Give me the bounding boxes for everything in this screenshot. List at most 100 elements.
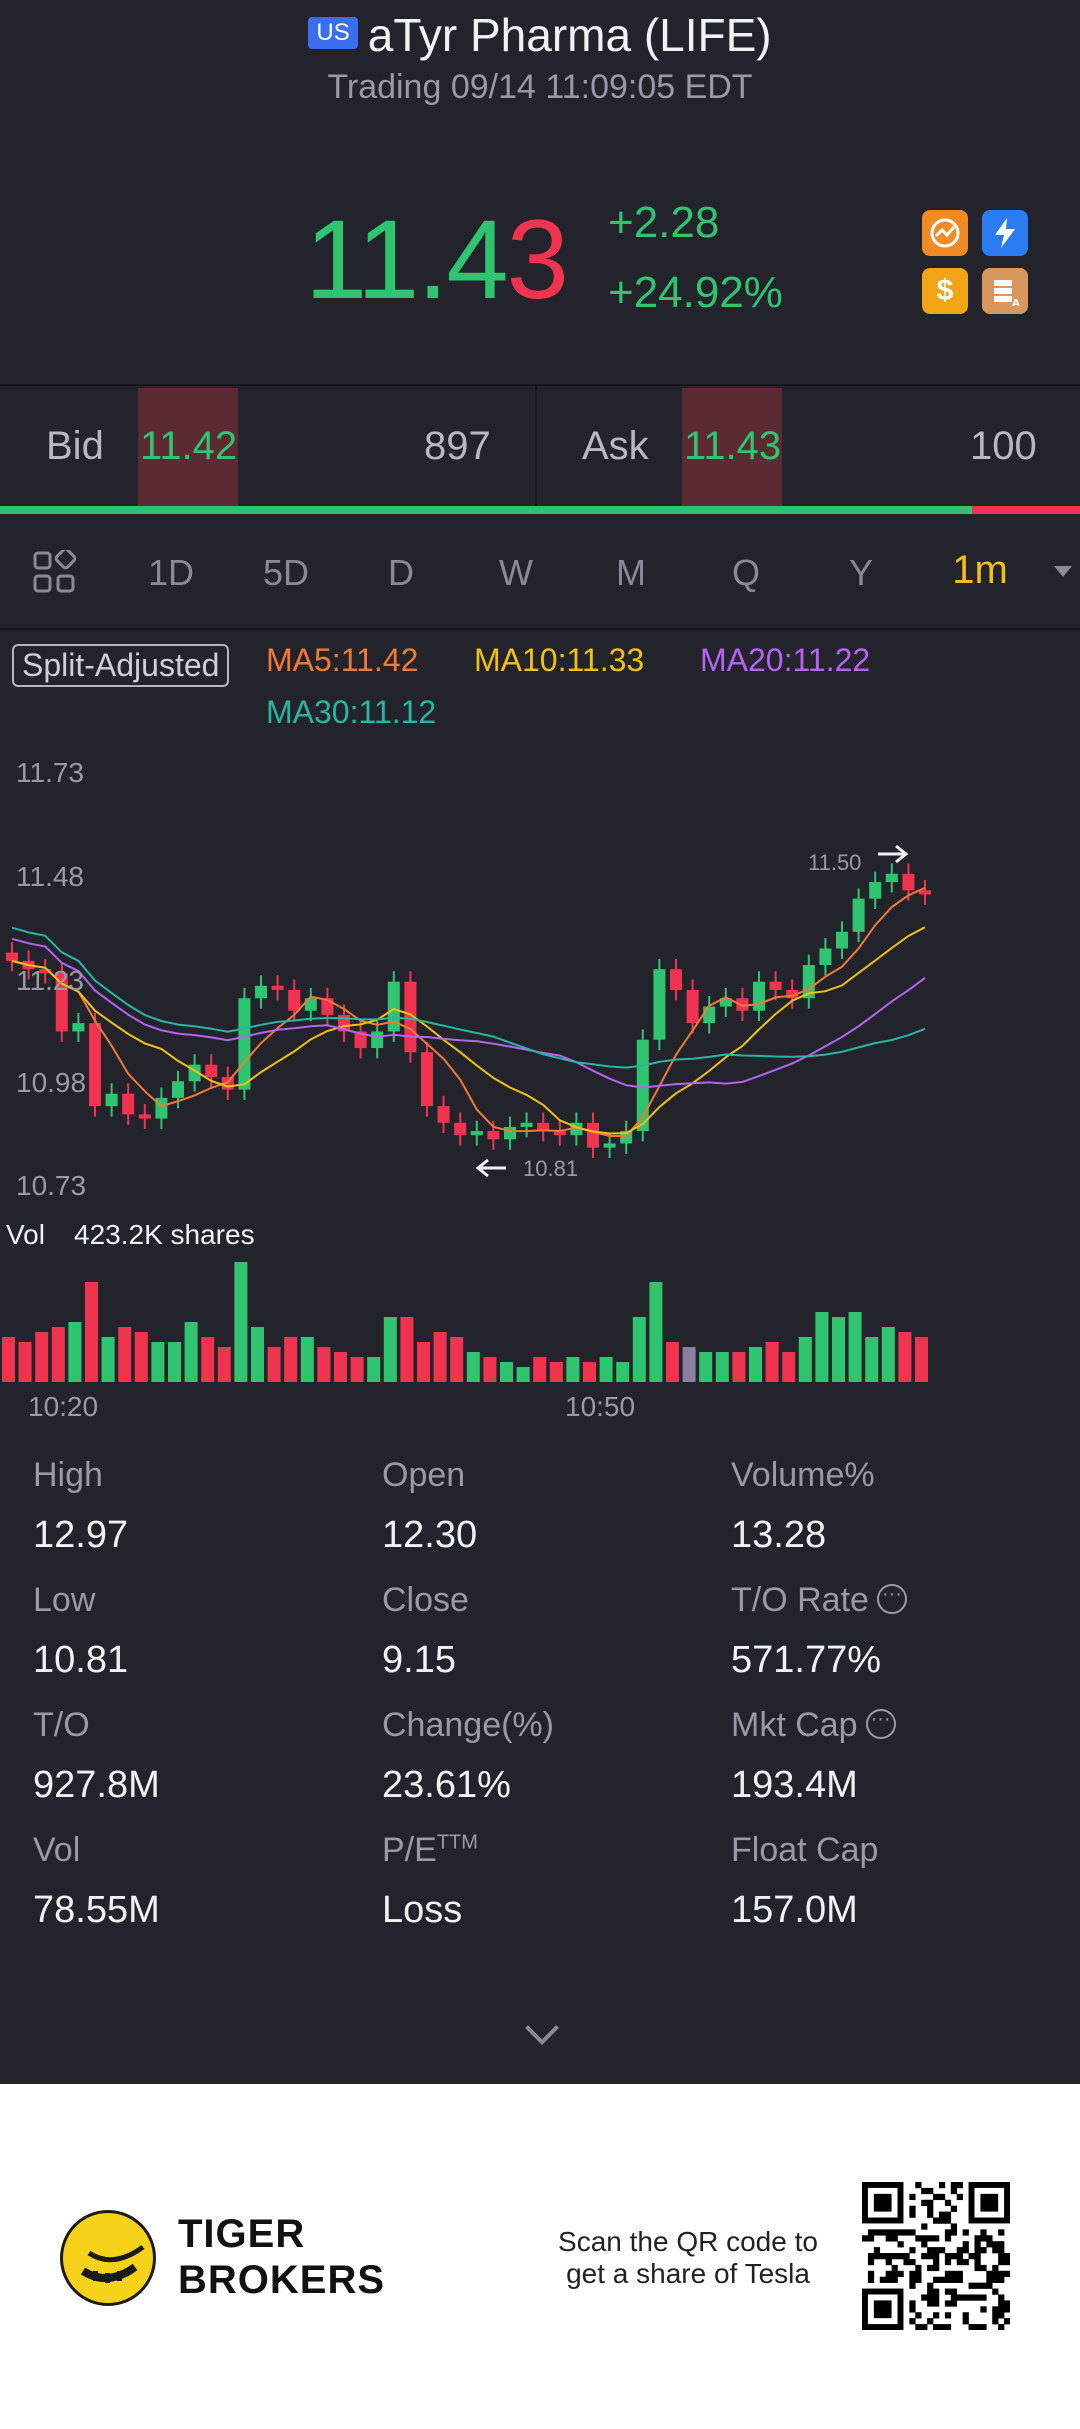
scan-text-line-1: Scan the QR code to: [558, 2226, 818, 2257]
price-main: 11.4: [305, 197, 509, 322]
volume-bar: [699, 1352, 713, 1382]
bid-ask-bar[interactable]: Bid 11.42 897 Ask 11.43 100: [0, 384, 1080, 508]
candle: [520, 1122, 533, 1127]
volume-bar: [682, 1347, 696, 1382]
volume-bar: [666, 1342, 679, 1382]
scan-text-line-2: get a share of Tesla: [566, 2258, 810, 2289]
ask-ratio-bar: [972, 506, 1080, 514]
candle: [39, 969, 52, 974]
stat-value-to: 927.8M: [33, 1764, 160, 1806]
stack-icon[interactable]: A: [982, 268, 1028, 314]
candle: [454, 1122, 467, 1136]
brand-line-2: BROKERS: [178, 2258, 386, 2302]
stat-value-vol: 78.55M: [33, 1889, 160, 1931]
candle: [271, 985, 284, 990]
candle: [719, 998, 732, 1007]
ma10-line: [11, 926, 926, 1135]
qr-code[interactable]: [862, 2182, 1010, 2330]
bid-price: 11.42: [140, 424, 238, 468]
tab-5d[interactable]: 5D: [262, 552, 310, 593]
volume-bar: [400, 1317, 414, 1382]
candle: [238, 998, 251, 1090]
price-last-digit: 3: [506, 197, 569, 322]
candle: [769, 981, 782, 990]
stat-label-close: Close: [382, 1581, 469, 1619]
candle: [603, 1143, 616, 1148]
ask-price: 11.43: [684, 424, 782, 468]
low-marker-label: 10.81: [523, 1156, 578, 1181]
volume-bar: [915, 1337, 928, 1382]
volume-bar: [85, 1282, 98, 1382]
candle: [288, 989, 301, 1011]
candle: [852, 898, 865, 932]
info-icon[interactable]: ···: [876, 1584, 907, 1615]
stat-label-vol: Vol: [33, 1831, 81, 1869]
tab-d[interactable]: D: [388, 552, 414, 593]
price-change: +2.28: [608, 198, 720, 247]
ma30-line: [11, 926, 926, 1069]
market-badge: US: [308, 16, 358, 49]
candlestick-chart[interactable]: 11.73 11.48 11.23 10.98 10.73 10:20 10:5…: [0, 740, 1080, 1420]
candle: [703, 1006, 716, 1024]
expand-chevron-icon[interactable]: [525, 2011, 559, 2045]
candle: [404, 981, 417, 1053]
tab-1m[interactable]: 1m: [952, 548, 1008, 592]
stock-name: aTyr Pharma (LIFE): [367, 9, 772, 61]
stat-value-high: 12.97: [33, 1514, 129, 1556]
dollar-icon[interactable]: $: [922, 268, 968, 314]
y-tick-3: 10.98: [16, 1067, 86, 1098]
stat-value-to-rate: 571.77%: [731, 1639, 882, 1681]
x-tick-0: 10:20: [28, 1391, 98, 1420]
candle: [487, 1131, 500, 1140]
candle: [836, 931, 848, 949]
high-marker-label: 11.50: [808, 850, 861, 875]
volume-bar: [616, 1362, 630, 1382]
tab-m[interactable]: M: [616, 552, 646, 593]
volume-bar: [765, 1342, 779, 1382]
tab-w[interactable]: W: [499, 552, 533, 593]
trend-icon[interactable]: [922, 210, 968, 256]
stat-label-mkt-cap: Mkt Cap ···: [731, 1706, 896, 1745]
lightning-icon[interactable]: [982, 210, 1028, 256]
volume-bar: [749, 1347, 762, 1382]
x-tick-1: 10:50: [565, 1391, 635, 1420]
candle: [89, 1023, 101, 1107]
tiger-logo: [60, 2210, 156, 2306]
volume-bar: [118, 1327, 132, 1382]
split-adjusted-toggle[interactable]: Split-Adjusted: [12, 644, 230, 687]
bid-ratio-bar: [0, 506, 972, 514]
candle: [138, 1114, 151, 1119]
tab-y[interactable]: Y: [848, 552, 873, 593]
volume-bar: [134, 1332, 148, 1382]
arrow-left-icon: [475, 1158, 506, 1178]
candle: [255, 985, 267, 999]
volume-bar: [832, 1317, 845, 1382]
volume-label: Vol: [6, 1219, 45, 1250]
info-icon[interactable]: ···: [865, 1709, 896, 1740]
candle: [105, 1093, 118, 1107]
volume-bar: [865, 1337, 879, 1382]
stat-value-volume-pct: 13.28: [731, 1514, 827, 1556]
volume-bar: [350, 1357, 364, 1382]
stat-label-pe: P/ETTM: [382, 1831, 478, 1870]
stat-label-float-cap: Float Cap: [731, 1831, 879, 1869]
stat-value-low: 10.81: [33, 1639, 129, 1681]
y-tick-1: 11.48: [16, 861, 84, 892]
volume-bar: [632, 1317, 646, 1382]
trading-status: Trading 09/14 11:09:05 EDT: [327, 68, 753, 106]
tab-1d[interactable]: 1D: [147, 552, 195, 593]
candle: [869, 882, 882, 899]
volume-bar: [533, 1357, 547, 1382]
tab-q[interactable]: Q: [731, 552, 760, 593]
grid-menu-icon[interactable]: [32, 550, 76, 594]
arrow-right-icon: [878, 844, 909, 864]
to-rate-text: T/O Rate: [731, 1581, 869, 1619]
volume-bar: [383, 1317, 397, 1382]
volume-bar: [234, 1262, 248, 1382]
volume-bar: [68, 1322, 82, 1382]
ask-quantity: 100: [970, 424, 1037, 468]
ask-label: Ask: [582, 424, 649, 468]
price-change-percent: +24.92%: [608, 268, 783, 317]
chevron-down-icon[interactable]: [1054, 566, 1072, 577]
period-tabs: 1D 5D D W M Q Y 1m: [0, 514, 1080, 630]
